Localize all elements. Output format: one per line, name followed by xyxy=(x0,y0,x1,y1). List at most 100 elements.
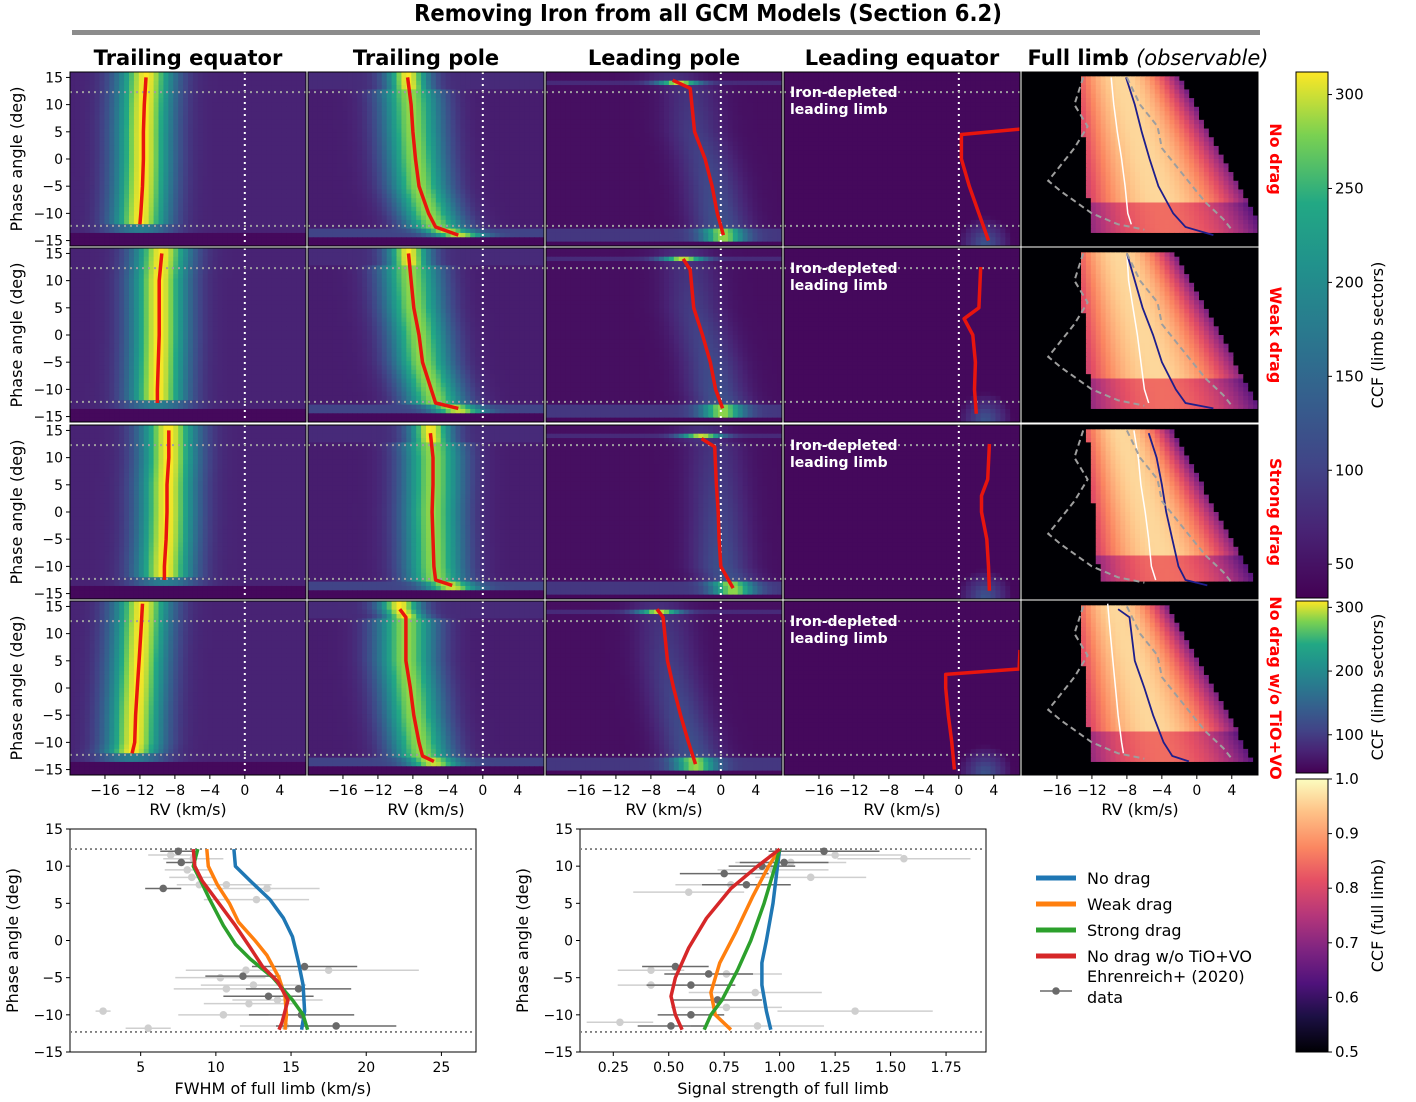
peak-track-line xyxy=(428,433,453,588)
y-tick-label: 0 xyxy=(54,328,63,344)
plot-frame xyxy=(69,828,477,1053)
y-tick-label: −15 xyxy=(33,1045,63,1061)
x-tick-label: −4 xyxy=(676,783,697,799)
row-label: No drag w/o TiO+VO xyxy=(1266,596,1285,779)
data-point xyxy=(222,985,231,993)
model-center-line xyxy=(1106,603,1125,754)
y-tick-label: 5 xyxy=(54,301,63,317)
y-tick-label: −5 xyxy=(42,971,63,987)
data-bound-line xyxy=(1046,430,1145,584)
x-tick-label: 1.25 xyxy=(820,1060,851,1076)
x-tick-label: 4 xyxy=(1227,783,1236,799)
x-tick-label: 0 xyxy=(1192,783,1201,799)
data-point xyxy=(831,851,839,859)
x-tick-label: 0 xyxy=(478,783,487,799)
peak-track-line xyxy=(655,608,698,765)
x-tick-label: 1.00 xyxy=(764,1060,795,1076)
y-tick-label: 0 xyxy=(54,681,63,697)
heatmap-panel xyxy=(1021,247,1259,423)
data-point xyxy=(222,880,231,889)
heatmap-panel xyxy=(1021,424,1259,600)
y-tick-label: −5 xyxy=(42,179,63,195)
data-point xyxy=(332,1022,340,1030)
y-tick-label: 15 xyxy=(45,599,63,615)
figure-title: Removing Iron from all GCM Models (Secti… xyxy=(57,1,1360,27)
annotation-text: leading limb xyxy=(790,278,888,294)
data-point xyxy=(667,1022,675,1030)
y-axis-label: Phase angle (deg) xyxy=(7,616,26,761)
x-tick-label: 15 xyxy=(282,1060,300,1076)
data-point xyxy=(216,973,225,982)
heatmap-panel xyxy=(545,247,783,423)
x-tick-label: 0 xyxy=(954,783,963,799)
panel-frame xyxy=(783,424,1021,600)
panel-frame xyxy=(783,71,1021,247)
x-tick-label: −8 xyxy=(403,783,424,799)
model-fit-line xyxy=(1117,608,1190,763)
legend-label: Weak drag xyxy=(1087,895,1173,914)
x-axis-label: RV (km/s) xyxy=(863,800,940,819)
x-tick-label: −4 xyxy=(200,783,221,799)
x-axis-label: RV (km/s) xyxy=(1101,800,1178,819)
data-point xyxy=(159,884,168,893)
data-point xyxy=(264,992,273,1001)
y-tick-label: 0 xyxy=(54,934,63,950)
legend-label: Strong drag xyxy=(1087,921,1182,940)
colorbar-tick-label: 200 xyxy=(1335,273,1364,291)
colorbar-tick-label: 0.6 xyxy=(1335,988,1359,1006)
annotation-text: leading limb xyxy=(790,631,888,647)
peak-track-line xyxy=(398,608,435,763)
data-point xyxy=(219,1011,228,1019)
y-tick-label: −10 xyxy=(33,1008,63,1024)
y-tick-label: 15 xyxy=(45,822,63,838)
x-tick-label: −16 xyxy=(804,783,834,799)
data-point xyxy=(900,854,908,863)
panel-frame xyxy=(1021,71,1259,247)
data-point xyxy=(294,985,303,993)
colorbar-tick-label: 0.5 xyxy=(1335,1043,1359,1061)
series-line xyxy=(669,847,781,1031)
data-point xyxy=(851,1007,859,1015)
panel-frame xyxy=(1021,247,1259,423)
colorbar-tick-label: 150 xyxy=(1335,367,1364,385)
data-point xyxy=(249,981,258,989)
x-tick-label: −4 xyxy=(438,783,459,799)
x-axis-label: FWHM of full limb (km/s) xyxy=(175,1079,372,1098)
colorbar-tick-label: 100 xyxy=(1335,461,1364,479)
x-axis-label: Signal strength of full limb xyxy=(677,1079,889,1098)
fwhm-panel: −15 −10 −5 0 5 10 15 5 10 15 20 25 FWHM of full limb… xyxy=(3,822,477,1098)
annotation-text: Iron-depleted xyxy=(790,438,898,454)
data-point xyxy=(722,1003,731,1012)
y-tick-label: −10 xyxy=(33,382,63,398)
series-line xyxy=(702,848,782,1031)
data-point xyxy=(616,1018,624,1027)
y-tick-label: −5 xyxy=(552,971,573,987)
panel-frame xyxy=(545,71,783,247)
y-tick-label: −10 xyxy=(33,735,63,751)
x-tick-label: 5 xyxy=(136,1060,145,1076)
x-tick-label: −4 xyxy=(1152,783,1173,799)
legend-marker xyxy=(1052,987,1060,995)
x-tick-label: 0 xyxy=(240,783,249,799)
x-tick-label: 4 xyxy=(989,783,998,799)
x-tick-label: −16 xyxy=(90,783,120,799)
peak-track-line xyxy=(700,437,735,589)
x-tick-label: −12 xyxy=(601,783,631,799)
peak-track-line xyxy=(979,443,992,591)
x-tick-label: −8 xyxy=(641,783,662,799)
x-tick-label: −8 xyxy=(879,783,900,799)
x-tick-label: −12 xyxy=(1077,783,1107,799)
y-tick-label: −15 xyxy=(33,763,63,779)
y-tick-label: 0 xyxy=(54,152,63,168)
colorbar xyxy=(1295,600,1329,774)
data-point xyxy=(806,873,815,882)
data-point xyxy=(245,999,253,1008)
data-bound-line xyxy=(1125,252,1233,407)
data-point xyxy=(144,1024,152,1033)
heatmap-panel xyxy=(545,424,783,600)
colorbar-tick-label: 250 xyxy=(1335,179,1364,197)
y-tick-label: 5 xyxy=(54,896,63,912)
